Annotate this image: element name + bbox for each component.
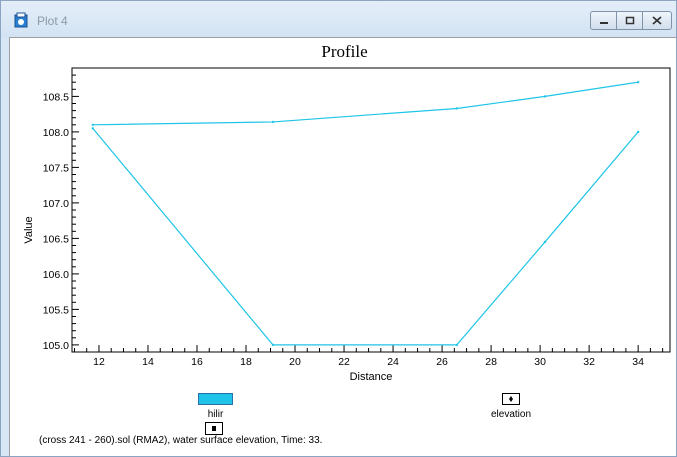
x-tick-label: 34: [632, 356, 644, 368]
y-tick-label: 105.0: [43, 340, 69, 352]
square-marker-icon: [212, 426, 216, 431]
y-tick-label: 107.0: [43, 198, 69, 210]
profile-chart[interactable]: 12 14 16 18 20 22 24 26 28 30 32 34 105.0 105.5 106.0 1…: [10, 38, 677, 457]
data-point-hilir[interactable]: [91, 123, 95, 127]
x-tick-label: 18: [240, 356, 252, 368]
y-axis-label: Value: [23, 216, 35, 243]
data-point-hilir[interactable]: [636, 81, 640, 84]
x-tick-label: 26: [436, 356, 448, 368]
legend-hilir-label: hilir: [207, 409, 224, 420]
x-tick-label: 14: [142, 356, 154, 368]
legend-hilir-swatch: [198, 393, 233, 405]
plot-frame: [71, 67, 671, 353]
data-point-elevation[interactable]: [455, 343, 458, 347]
x-tick-label: 32: [583, 356, 595, 368]
data-point-hilir[interactable]: [271, 120, 275, 124]
x-tick-label: 22: [338, 356, 350, 368]
y-tick-label: 106.5: [43, 233, 69, 245]
data-point-elevation[interactable]: [636, 130, 640, 134]
y-tick-label: 106.0: [43, 269, 69, 281]
legend-elevation-swatch: [502, 393, 520, 405]
legend-elevation-label: elevation: [490, 409, 532, 420]
x-tick-label: 20: [289, 356, 301, 368]
plot-caption: (cross 241 - 260).sol (RMA2), water surf…: [39, 435, 323, 446]
plot-area: Profile 12 14 16 18 20 22 24 26 28 30 32 34 105.0 105…: [9, 37, 677, 457]
window-title: Plot 4: [37, 14, 68, 28]
data-point-elevation[interactable]: [543, 240, 547, 244]
x-tick-label: 28: [485, 356, 497, 368]
maximize-icon: [625, 16, 634, 25]
close-button[interactable]: [642, 11, 672, 30]
minimize-icon: [599, 21, 608, 24]
data-point-hilir[interactable]: [455, 107, 458, 110]
x-tick-label: 12: [93, 356, 105, 368]
x-tick-label: 24: [387, 356, 399, 368]
close-icon: [652, 16, 662, 25]
x-tick-label: 16: [191, 356, 203, 368]
plot-window-icon: [14, 12, 28, 28]
chart-title: Profile: [321, 42, 368, 61]
title-bar[interactable]: Plot 4: [1, 1, 676, 37]
y-tick-label: 105.5: [43, 304, 69, 316]
minimize-button[interactable]: [590, 11, 617, 30]
y-tick-label: 107.5: [43, 162, 69, 174]
data-point-elevation[interactable]: [91, 127, 95, 130]
x-tick-label: 30: [534, 356, 546, 368]
x-axis-label: Distance: [350, 371, 393, 383]
y-tick-label: 108.5: [43, 91, 69, 103]
diamond-marker-icon: [509, 396, 513, 402]
maximize-button[interactable]: [616, 11, 643, 30]
y-tick-label: 108.0: [43, 127, 69, 139]
data-point-hilir[interactable]: [543, 95, 547, 98]
data-point-elevation[interactable]: [271, 343, 275, 347]
legend-square-swatch: [205, 422, 223, 435]
